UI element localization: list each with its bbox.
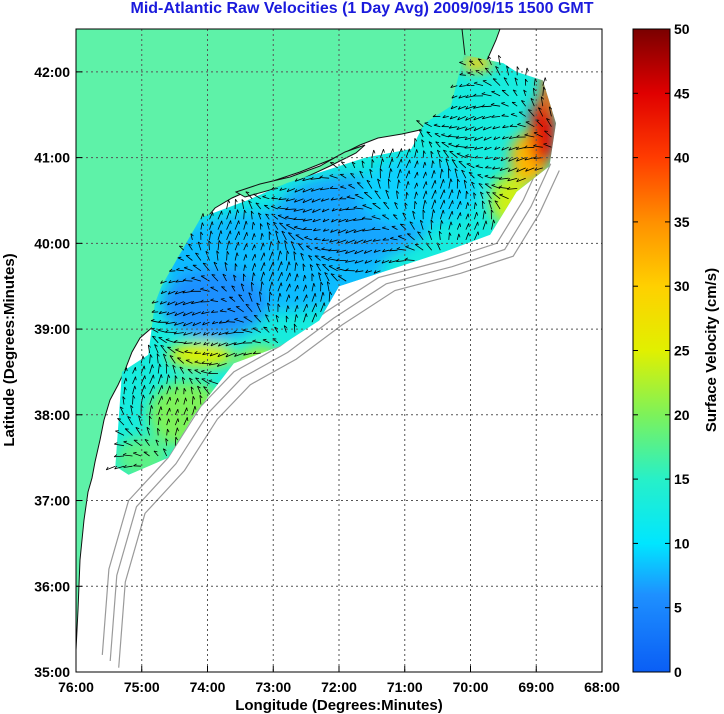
x-tick-label: 76:00 bbox=[58, 679, 94, 695]
x-tick-label: 74:00 bbox=[190, 679, 226, 695]
plot-title: Mid-Atlantic Raw Velocities (1 Day Avg) … bbox=[130, 0, 594, 17]
y-axis-label: Latitude (Degrees:Minutes) bbox=[1, 253, 18, 446]
colorbar-tick-label: 45 bbox=[674, 85, 690, 101]
y-tick-label: 41:00 bbox=[34, 150, 70, 166]
colorbar-label: Surface Velocity (cm/s) bbox=[703, 268, 720, 432]
colorbar bbox=[632, 28, 671, 673]
colorbar-ticks: 0 5 10 15 20 25 30 35 40 45 50 bbox=[633, 21, 690, 680]
x-tick-label: 72:00 bbox=[321, 679, 357, 695]
y-tick-label: 37:00 bbox=[34, 493, 70, 509]
colorbar-tick-label: 25 bbox=[674, 343, 690, 359]
x-tick-label: 73:00 bbox=[255, 679, 291, 695]
vector-arrow-paths bbox=[105, 55, 553, 471]
speed-zone-3 bbox=[161, 269, 267, 338]
y-axis: 35:00 36:00 37:00 38:00 39:00 40:00 41:00 42:00 bbox=[34, 64, 82, 680]
x-tick-label: 68:00 bbox=[584, 679, 620, 695]
x-tick-label: 75:00 bbox=[124, 679, 160, 695]
y-tick-label: 40:00 bbox=[34, 235, 70, 251]
colorbar-tick-label: 10 bbox=[674, 535, 690, 551]
velocity-vectors bbox=[105, 55, 553, 471]
colorbar-tick-label: 30 bbox=[674, 278, 690, 294]
colorbar-tick-label: 0 bbox=[674, 664, 682, 680]
speed-zone-4 bbox=[168, 341, 234, 368]
x-tick-label: 69:00 bbox=[518, 679, 554, 695]
x-tick-label: 70:00 bbox=[453, 679, 489, 695]
x-axis-label: Longitude (Degrees:Minutes) bbox=[235, 697, 443, 714]
colorbar-tick-label: 40 bbox=[674, 150, 690, 166]
y-tick-label: 35:00 bbox=[34, 664, 70, 680]
colorbar-tick-label: 15 bbox=[674, 471, 690, 487]
colorbar-tick-label: 20 bbox=[674, 407, 690, 423]
grid-lines bbox=[76, 29, 602, 672]
x-tick-label: 71:00 bbox=[387, 679, 423, 695]
y-tick-label: 42:00 bbox=[34, 64, 70, 80]
bathymetry-contour-1 bbox=[109, 163, 552, 662]
speed-zone-2 bbox=[358, 157, 478, 227]
y-tick-label: 38:00 bbox=[34, 407, 70, 423]
long-island bbox=[234, 144, 366, 198]
y-tick-label: 36:00 bbox=[34, 578, 70, 594]
colorbar-tick-label: 5 bbox=[674, 600, 682, 616]
bathymetry-contour-2 bbox=[118, 170, 560, 668]
x-axis: 76:00 75:00 74:00 73:00 72:00 71:00 70:00 69:00… bbox=[58, 666, 620, 695]
y-tick-label: 39:00 bbox=[34, 321, 70, 337]
colorbar-tick-label: 35 bbox=[674, 214, 690, 230]
colorbar-tick-label: 50 bbox=[674, 21, 690, 37]
